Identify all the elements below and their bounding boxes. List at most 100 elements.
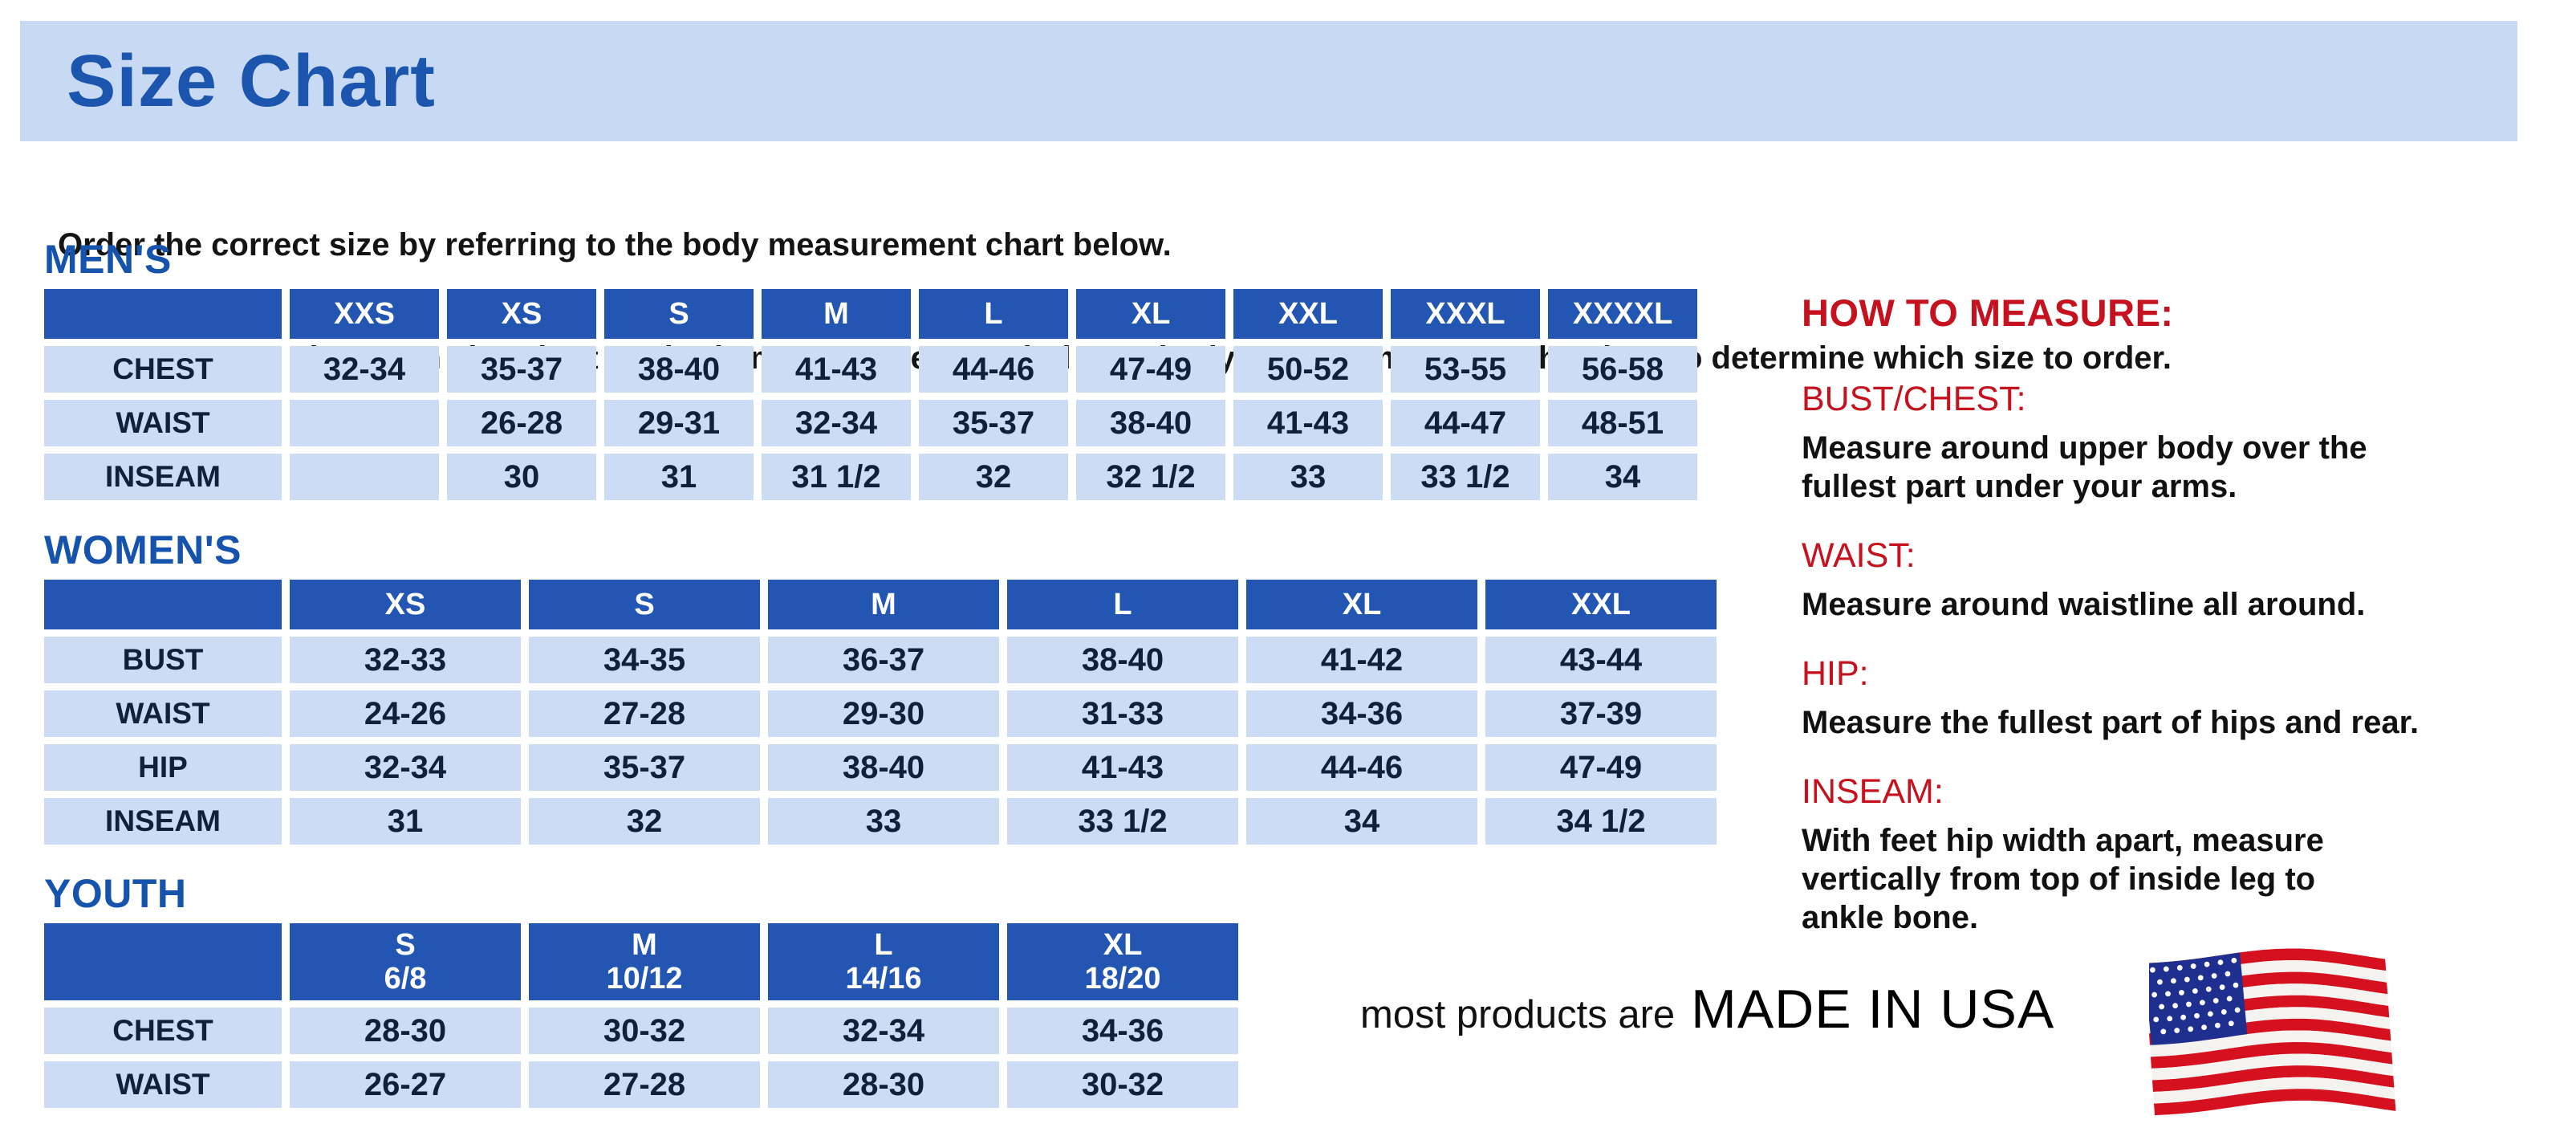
flag-star (2197, 975, 2204, 981)
table-cell: 56-58 (1548, 346, 1697, 393)
table-cell: 38-40 (1007, 637, 1238, 683)
table-cell: 38-40 (768, 744, 999, 791)
table-cell: 33 (768, 798, 999, 845)
flag-star (2215, 1022, 2220, 1028)
measure-label: BUST/CHEST: (1802, 380, 2026, 418)
table-cell: 31 1/2 (762, 454, 911, 500)
table-cell: 32-34 (290, 744, 521, 791)
flag-star (2205, 986, 2212, 992)
flag-star (2176, 965, 2183, 971)
flag-star (2220, 1009, 2227, 1015)
table-cell: 32-34 (762, 400, 911, 446)
flag-star (2233, 982, 2239, 988)
flag-star (2228, 1020, 2234, 1027)
womens-section-heading: WOMEN'S (44, 527, 242, 572)
flag-star (2150, 967, 2155, 973)
flag-star (2208, 1011, 2213, 1017)
measure-text: Measure around waistline all around. (1802, 587, 2366, 622)
flag-star (2204, 961, 2210, 967)
column-header: S (529, 580, 760, 629)
table-cell: 26-28 (447, 400, 596, 446)
table-cell: 32-34 (768, 1008, 999, 1054)
table-cell: 37-39 (1485, 690, 1717, 737)
table-cell: 35-37 (919, 400, 1068, 446)
flag-star (2153, 1016, 2160, 1023)
table-cell: 48-51 (1548, 400, 1697, 446)
table-cell: 44-47 (1391, 400, 1540, 446)
flag-star (2180, 1014, 2187, 1020)
flag-star (2179, 989, 2184, 996)
flag-star (2201, 1024, 2207, 1031)
flag-star (2212, 998, 2219, 1004)
flag-stripe (2150, 1042, 2393, 1069)
column-header: XXXXL (1548, 289, 1697, 339)
table-cell: 31-33 (1007, 690, 1238, 737)
flag-star (2190, 963, 2196, 969)
table-row: WAIST 24-26 27-28 29-30 31-33 34-36 37-39 (44, 690, 1717, 737)
table-cell: 32-33 (290, 637, 521, 683)
column-header: XL (1076, 289, 1225, 339)
row-label: CHEST (44, 1008, 282, 1054)
made-in-usa-line: most products are MADE IN USA (1360, 978, 2054, 1040)
measure-item-waist: WAIST: Measure around waistline all arou… (1802, 536, 2564, 624)
table-cell: 34 (1246, 798, 1477, 845)
youth-size-table-container: S 6/8 M 10/12 L 14/16 XL 18/20 CHEST 28-30 30-32 32… (44, 923, 1246, 1115)
footer-emphasis: MADE IN USA (1691, 979, 2055, 1040)
column-header: XXXL (1391, 289, 1540, 339)
column-header: L 14/16 (768, 923, 999, 1000)
header-row: XS S M L XL XXL (44, 580, 1717, 629)
table-cell: 53-55 (1391, 346, 1540, 393)
flag-stripe (2149, 1030, 2392, 1057)
flag-stripe (2151, 1065, 2395, 1093)
table-cell: 34-36 (1246, 690, 1477, 737)
how-to-measure-section: HOW TO MEASURE: BUST/CHEST: Measure arou… (1802, 291, 2564, 937)
table-row: BUST 32-33 34-35 36-37 38-40 41-42 43-44 (44, 637, 1717, 683)
column-header: XL (1246, 580, 1477, 629)
table-cell: 50-52 (1233, 346, 1383, 393)
table-cell: 33 1/2 (1391, 454, 1540, 500)
table-cell: 30-32 (529, 1008, 760, 1054)
table-cell: 34 1/2 (1485, 798, 1717, 845)
flag-stripe (2154, 1089, 2396, 1116)
row-label: WAIST (44, 690, 282, 737)
flag-stripe (2151, 1053, 2394, 1081)
row-label: WAIST (44, 1061, 282, 1108)
flag-star (2172, 1003, 2178, 1009)
flag-star (2231, 957, 2237, 963)
table-cell: 36-37 (768, 637, 999, 683)
column-header-blank (44, 580, 282, 629)
youth-section-heading: YOUTH (44, 871, 187, 916)
measure-text: With feet hip width apart, measure verti… (1802, 823, 2324, 935)
flag-star (2217, 959, 2224, 966)
flag-star (2199, 1000, 2205, 1006)
flag-star (2219, 984, 2225, 991)
flag-star (2192, 987, 2198, 994)
flag-star (2186, 1001, 2192, 1008)
table-cell: 47-49 (1076, 346, 1225, 393)
flag-star (2159, 1004, 2165, 1010)
table-cell: 34-35 (529, 637, 760, 683)
column-header-blank (44, 289, 282, 339)
table-cell: 47-49 (1485, 744, 1717, 791)
flag-star (2165, 991, 2171, 997)
row-label: BUST (44, 637, 282, 683)
row-label: CHEST (44, 346, 282, 393)
table-cell: 41-42 (1246, 637, 1477, 683)
table-cell: 32 1/2 (1076, 454, 1225, 500)
header-row: XXS XS S M L XL XXL XXXL XXXXL (44, 289, 1697, 339)
table-cell: 33 (1233, 454, 1383, 500)
header-row: S 6/8 M 10/12 L 14/16 XL 18/20 (44, 923, 1238, 1000)
womens-size-table-container: XS S M L XL XXL BUST 32-33 34-35 36-37 38-40 41-42 4… (44, 580, 1725, 852)
table-row: CHEST 32-34 35-37 38-40 41-43 44-46 47-49 50-52… (44, 346, 1697, 393)
table-row: CHEST 28-30 30-32 32-34 34-36 (44, 1008, 1238, 1054)
page-title: Size Chart (67, 39, 436, 122)
flag-star (2194, 1012, 2200, 1019)
title-band: Size Chart (20, 21, 2517, 141)
column-header: XXS (290, 289, 439, 339)
table-cell: 28-30 (290, 1008, 521, 1054)
column-header: S (604, 289, 754, 339)
flag-star (2234, 1007, 2241, 1013)
column-header: XXL (1485, 580, 1717, 629)
womens-size-table: XS S M L XL XXL BUST 32-33 34-35 36-37 38-40 41-42 4… (36, 572, 1725, 852)
table-row: WAIST 26-28 29-31 32-34 35-37 38-40 41-43 44-47… (44, 400, 1697, 446)
